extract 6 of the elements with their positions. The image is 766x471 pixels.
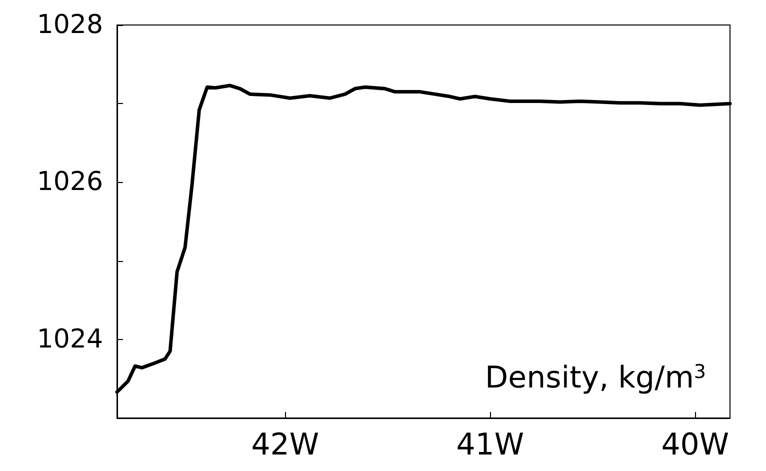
x-tick-label: 41W — [456, 428, 524, 462]
x-tick-label: 40W — [661, 428, 730, 462]
x-tick-label: 42W — [251, 428, 320, 462]
y-tick-label: 1024 — [36, 324, 103, 354]
y-tick-label: 1028 — [36, 10, 103, 40]
y-tick-label: 1026 — [36, 167, 103, 198]
